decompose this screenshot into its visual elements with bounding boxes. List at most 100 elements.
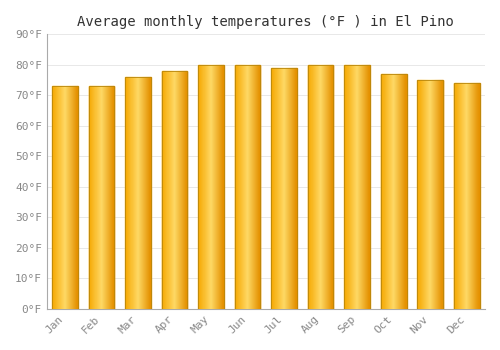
Bar	[180, 71, 181, 309]
Bar	[369, 65, 370, 309]
Bar	[59, 86, 60, 309]
Bar	[177, 71, 178, 309]
Bar	[166, 71, 167, 309]
Bar	[247, 65, 248, 309]
Bar	[333, 65, 334, 309]
Bar	[294, 68, 295, 309]
Bar	[135, 77, 136, 309]
Bar	[468, 83, 469, 309]
Bar	[100, 86, 101, 309]
Bar	[345, 65, 346, 309]
Bar	[465, 83, 466, 309]
Bar	[96, 86, 97, 309]
Bar	[144, 77, 145, 309]
Bar	[145, 77, 146, 309]
Bar	[235, 65, 236, 309]
Bar	[93, 86, 94, 309]
Bar	[434, 80, 435, 309]
Bar	[162, 71, 188, 309]
Bar	[419, 80, 420, 309]
Bar	[391, 74, 392, 309]
Bar	[274, 68, 275, 309]
Bar	[56, 86, 57, 309]
Bar	[319, 65, 320, 309]
Bar	[165, 71, 166, 309]
Bar	[170, 71, 171, 309]
Bar	[259, 65, 260, 309]
Bar	[363, 65, 364, 309]
Bar	[72, 86, 73, 309]
Bar	[388, 74, 389, 309]
Bar	[162, 71, 163, 309]
Bar	[437, 80, 438, 309]
Bar	[127, 77, 128, 309]
Bar	[386, 74, 387, 309]
Bar	[361, 65, 362, 309]
Bar	[272, 68, 297, 309]
Bar	[130, 77, 131, 309]
Bar	[354, 65, 355, 309]
Bar	[382, 74, 383, 309]
Bar	[55, 86, 56, 309]
Bar	[150, 77, 151, 309]
Bar	[142, 77, 144, 309]
Bar	[286, 68, 288, 309]
Bar	[140, 77, 141, 309]
Bar	[136, 77, 137, 309]
Bar	[367, 65, 368, 309]
Bar	[289, 68, 290, 309]
Bar	[62, 86, 63, 309]
Bar	[462, 83, 463, 309]
Bar	[381, 74, 382, 309]
Bar	[404, 74, 405, 309]
Bar	[362, 65, 363, 309]
Bar	[285, 68, 286, 309]
Bar	[141, 77, 142, 309]
Bar	[111, 86, 112, 309]
Bar	[325, 65, 326, 309]
Bar	[352, 65, 353, 309]
Bar	[221, 65, 222, 309]
Bar	[138, 77, 139, 309]
Bar	[206, 65, 207, 309]
Bar	[147, 77, 148, 309]
Bar	[432, 80, 433, 309]
Bar	[174, 71, 175, 309]
Bar	[441, 80, 442, 309]
Bar	[66, 86, 67, 309]
Bar	[129, 77, 130, 309]
Bar	[58, 86, 59, 309]
Bar	[212, 65, 213, 309]
Bar	[273, 68, 274, 309]
Bar	[321, 65, 322, 309]
Bar	[296, 68, 297, 309]
Bar	[418, 80, 419, 309]
Bar	[53, 86, 54, 309]
Bar	[293, 68, 294, 309]
Bar	[435, 80, 436, 309]
Bar	[427, 80, 428, 309]
Bar	[349, 65, 350, 309]
Bar	[256, 65, 257, 309]
Bar	[399, 74, 400, 309]
Bar	[164, 71, 165, 309]
Bar	[322, 65, 324, 309]
Bar	[292, 68, 293, 309]
Bar	[479, 83, 480, 309]
Title: Average monthly temperatures (°F ) in El Pino: Average monthly temperatures (°F ) in El…	[78, 15, 454, 29]
Bar	[252, 65, 253, 309]
Bar	[424, 80, 425, 309]
Bar	[428, 80, 429, 309]
Bar	[457, 83, 458, 309]
Bar	[137, 77, 138, 309]
Bar	[181, 71, 182, 309]
Bar	[390, 74, 391, 309]
Bar	[76, 86, 77, 309]
Bar	[163, 71, 164, 309]
Bar	[360, 65, 361, 309]
Bar	[184, 71, 185, 309]
Bar	[383, 74, 384, 309]
Bar	[350, 65, 351, 309]
Bar	[458, 83, 459, 309]
Bar	[52, 86, 53, 309]
